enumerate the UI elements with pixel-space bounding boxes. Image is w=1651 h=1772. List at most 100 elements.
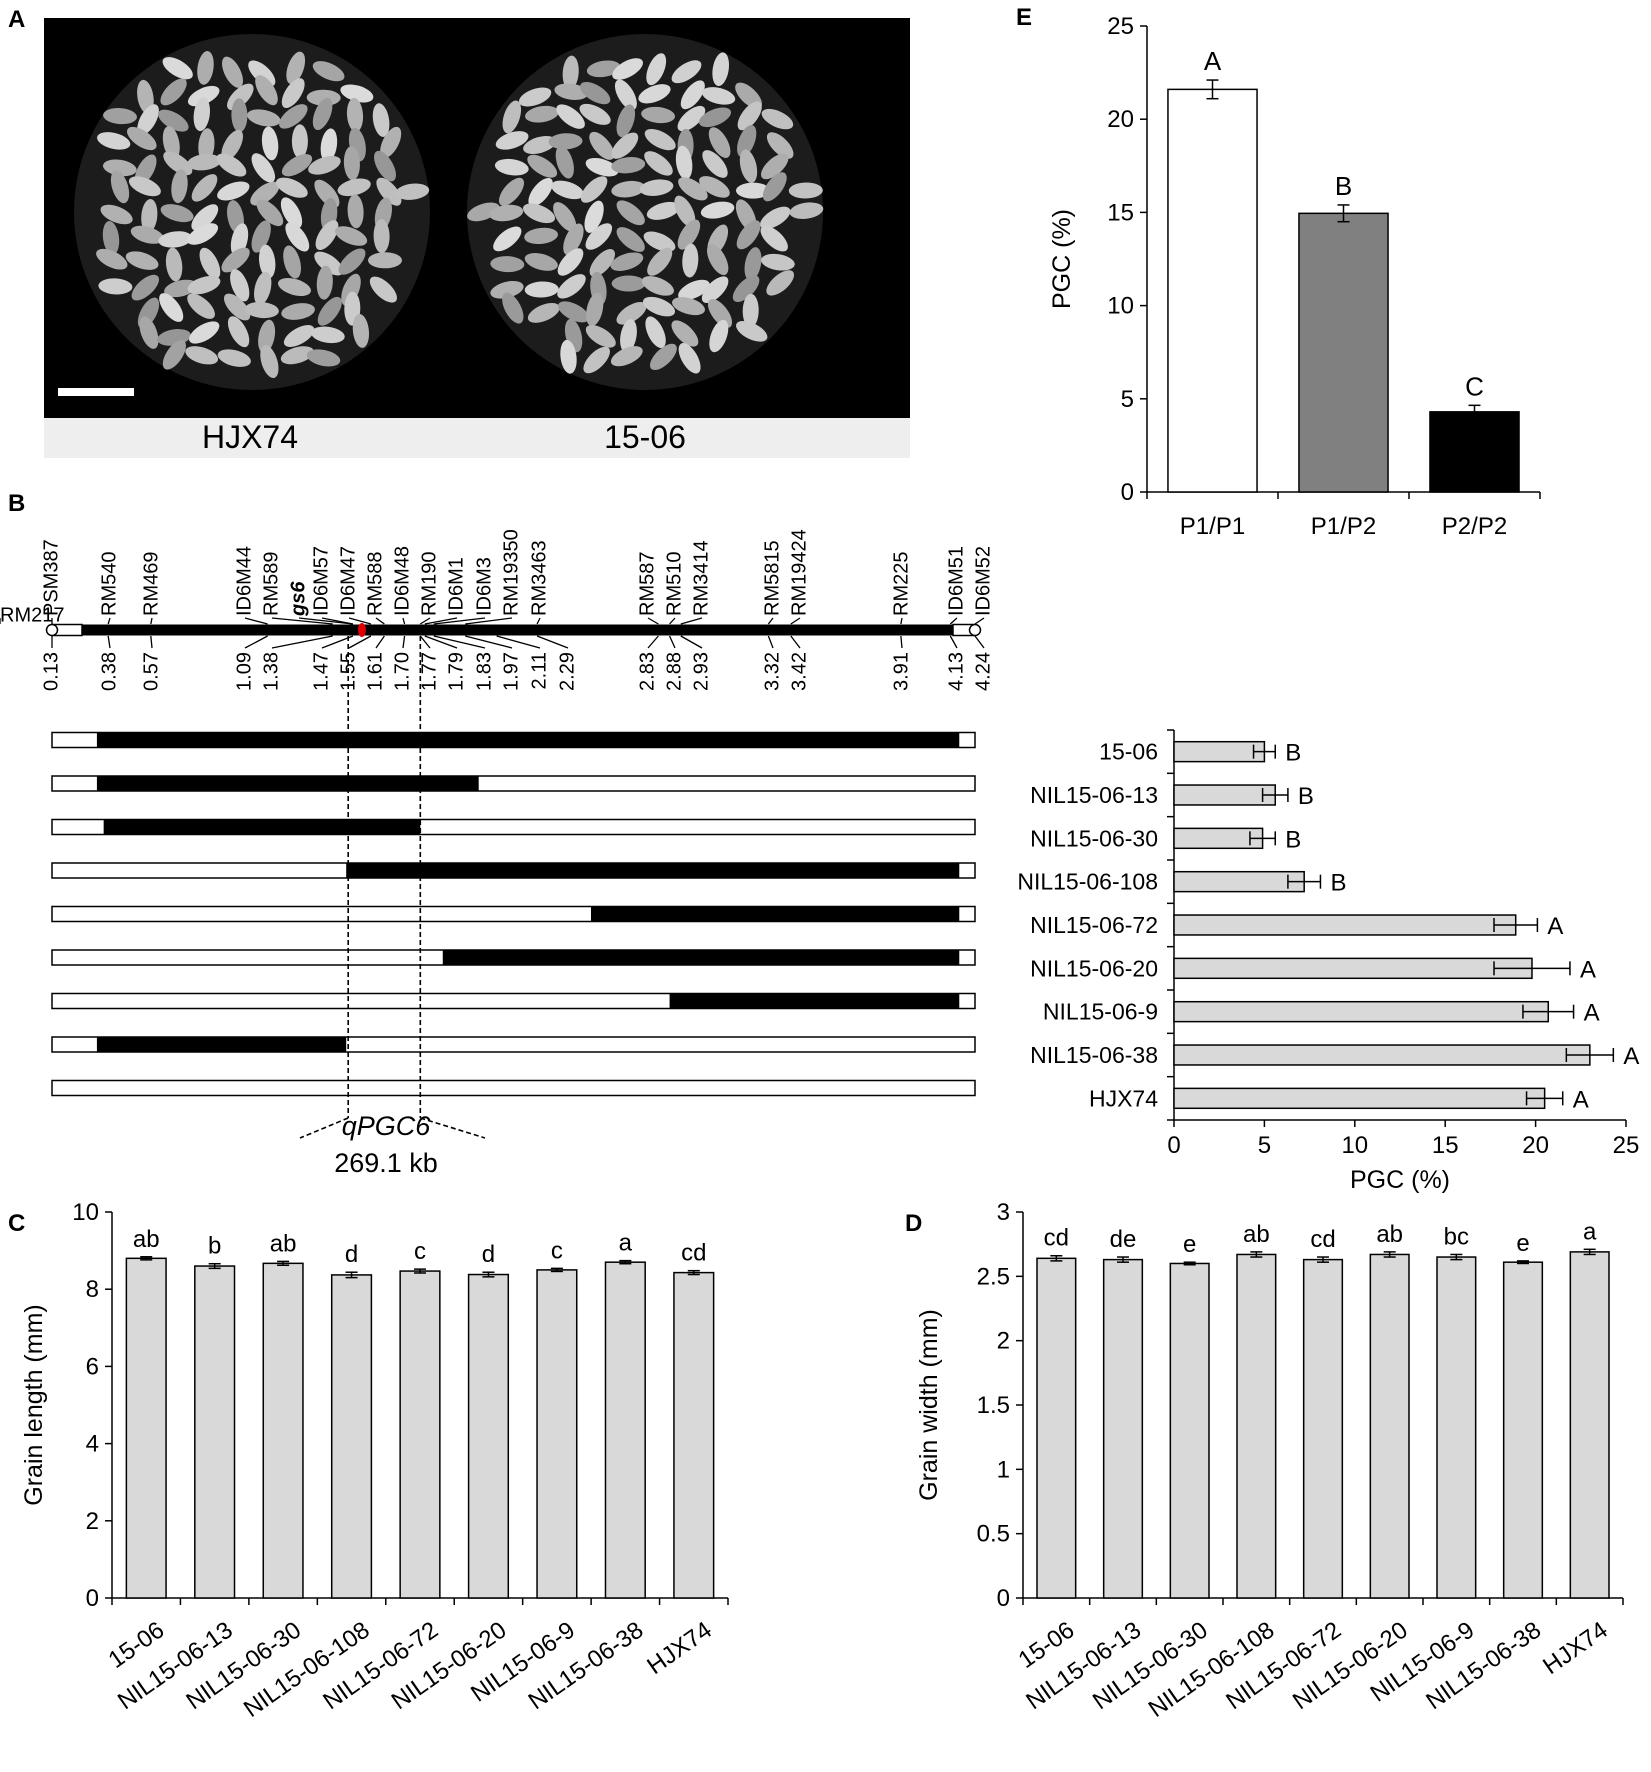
hjx74-grain-3: [248, 60, 276, 87]
15-06-grain-21: [698, 107, 732, 128]
introgression-NIL15-06-9: [669, 993, 960, 1009]
15-06-grain-25: [523, 135, 557, 155]
x-tick-label-HJX74: HJX74: [1538, 1617, 1613, 1680]
hjx74-grain-52: [337, 178, 371, 197]
15-06-grain-19: [641, 106, 676, 124]
15-06-grain-50: [678, 177, 708, 201]
position-line-11: [433, 635, 486, 649]
hjx74-grain-49: [250, 181, 280, 206]
15-06-grain-33: [766, 132, 794, 159]
15-06-grain-39: [644, 151, 673, 176]
15-06-grain-109: [645, 316, 666, 348]
hjx74-grain-39: [251, 153, 276, 183]
15-06-grain-18: [616, 104, 636, 138]
position-line-3: [244, 635, 268, 649]
15-06-grain-16: [556, 104, 585, 129]
marker-line-ID6M47: [348, 617, 372, 625]
marker-line-RM3414: [680, 617, 703, 625]
15-06-grain-41: [702, 150, 728, 178]
marker-line-RM3463: [536, 617, 541, 625]
15-06-grain-113: [560, 339, 577, 374]
position-label-20: 3.91: [890, 652, 912, 691]
bar-15-06: [125, 1257, 167, 1599]
position-line-16: [668, 635, 676, 649]
chromosome-bar: [52, 624, 975, 636]
hjx74-grain-14: [103, 108, 137, 125]
panel-letter-a: A: [8, 6, 26, 33]
hjx74-grain-73: [335, 226, 368, 246]
hjx74-grain-68: [187, 223, 219, 245]
hjx74-grain-56: [141, 198, 158, 233]
hjx74-grain-15: [137, 104, 159, 135]
hjx74-grain-78: [199, 247, 221, 280]
15-06-grain-49: [639, 179, 674, 196]
marker-line-ID6M57: [321, 617, 354, 625]
marker-label-RM510: RM510: [663, 552, 685, 616]
hjx74-grain-98: [223, 293, 251, 321]
scale-bar: [58, 388, 134, 396]
15-06-grain-79: [557, 248, 584, 276]
hjx74-grain-94: [369, 276, 397, 303]
15-06-grain-85: [744, 247, 762, 281]
position-label-14: 2.29: [556, 652, 578, 691]
15-06-grain-27: [589, 131, 615, 160]
sig-letter-NIL15-06-108: d: [345, 1241, 358, 1268]
15-06-grain-98: [527, 302, 560, 323]
pgc-genotype-bar-chart: 0 5 10 15 20 25 A P1/P1 B P1/P2 C P2/P2 PGC (%): [1048, 13, 1541, 540]
15-06-grain-17: [579, 103, 611, 125]
hjx74-grain-80: [258, 244, 276, 279]
15-06-grain-73: [677, 219, 701, 250]
x-tick-label-4: 20: [1522, 1132, 1549, 1159]
marker-label-RM217: RM217: [0, 604, 64, 626]
hjx74-grain-8: [187, 85, 220, 107]
sig-letter-15-06: B: [1285, 740, 1301, 767]
15-06-grain-105: [742, 293, 759, 328]
hjx74-grain-110: [352, 313, 370, 348]
panel-letter-e: E: [1016, 4, 1033, 31]
hjx74-grain-63: [347, 194, 364, 229]
x-tick-label-3: 15: [1432, 1132, 1459, 1159]
marker-line-ID6M52: [974, 617, 985, 625]
hjx74-grain-66: [130, 225, 164, 244]
15-06-grain-63: [700, 201, 735, 219]
15-06-grain-54: [788, 182, 823, 199]
hjx74-grain-5: [312, 61, 345, 82]
15-06-grain-86: [761, 253, 795, 271]
position-line-4: [271, 635, 333, 649]
15-06-grain-82: [647, 247, 673, 276]
position-line-20: [900, 635, 903, 649]
grain-width-bar-chart: 00.511.522.53cd15-06deNIL15-06-13eNIL15-…: [915, 1199, 1624, 1723]
sig-letter-P1/P2: B: [1335, 171, 1352, 201]
15-06-grain-43: [760, 153, 789, 180]
marker-line-RM19350: [465, 617, 513, 625]
marker-label-RM3463: RM3463: [528, 540, 550, 616]
y-tick-label-1: 2: [86, 1508, 99, 1535]
15-06-grain-93: [678, 279, 710, 301]
hjx74-grain-105: [189, 321, 220, 344]
bar-NIL15-06-30: [1169, 1262, 1210, 1599]
hjx74-grain-40: [281, 154, 313, 177]
hjx74-grain-34: [102, 159, 137, 177]
marker-label-RM225: RM225: [890, 552, 912, 616]
y-tick-label-0: 0: [997, 1585, 1010, 1612]
15-06-grain-9: [614, 79, 637, 111]
y-tick-label-5: 2.5: [977, 1263, 1010, 1290]
15-06-grain-77: [490, 256, 525, 273]
15-06-grain-34: [494, 158, 529, 176]
position-label-18: 3.32: [761, 652, 783, 691]
position-label-0: 0.13: [40, 652, 62, 691]
position-label-10: 1.79: [445, 652, 467, 691]
15-06-grain-100: [586, 292, 604, 327]
marker-label-ID6M1: ID6M1: [445, 557, 467, 616]
hjx74-grain-53: [376, 177, 402, 206]
y-tick-label-6: 3: [997, 1199, 1010, 1226]
15-06-grain-101: [616, 302, 647, 325]
hjx74-grain-24: [97, 132, 131, 150]
marker-label-PSM387: PSM387: [40, 539, 62, 616]
marker-line-RM5815: [767, 617, 774, 625]
position-label-13: 2.11: [528, 652, 550, 689]
genetic-map: PSM387 RM540 RM469 ID6M44 RM589 gs6 ID6M57 ID6M…: [0, 529, 994, 1178]
x-axis-title: PGC (%): [1350, 1166, 1450, 1194]
grain-photo-panel: HJX74 15-06: [44, 18, 910, 458]
